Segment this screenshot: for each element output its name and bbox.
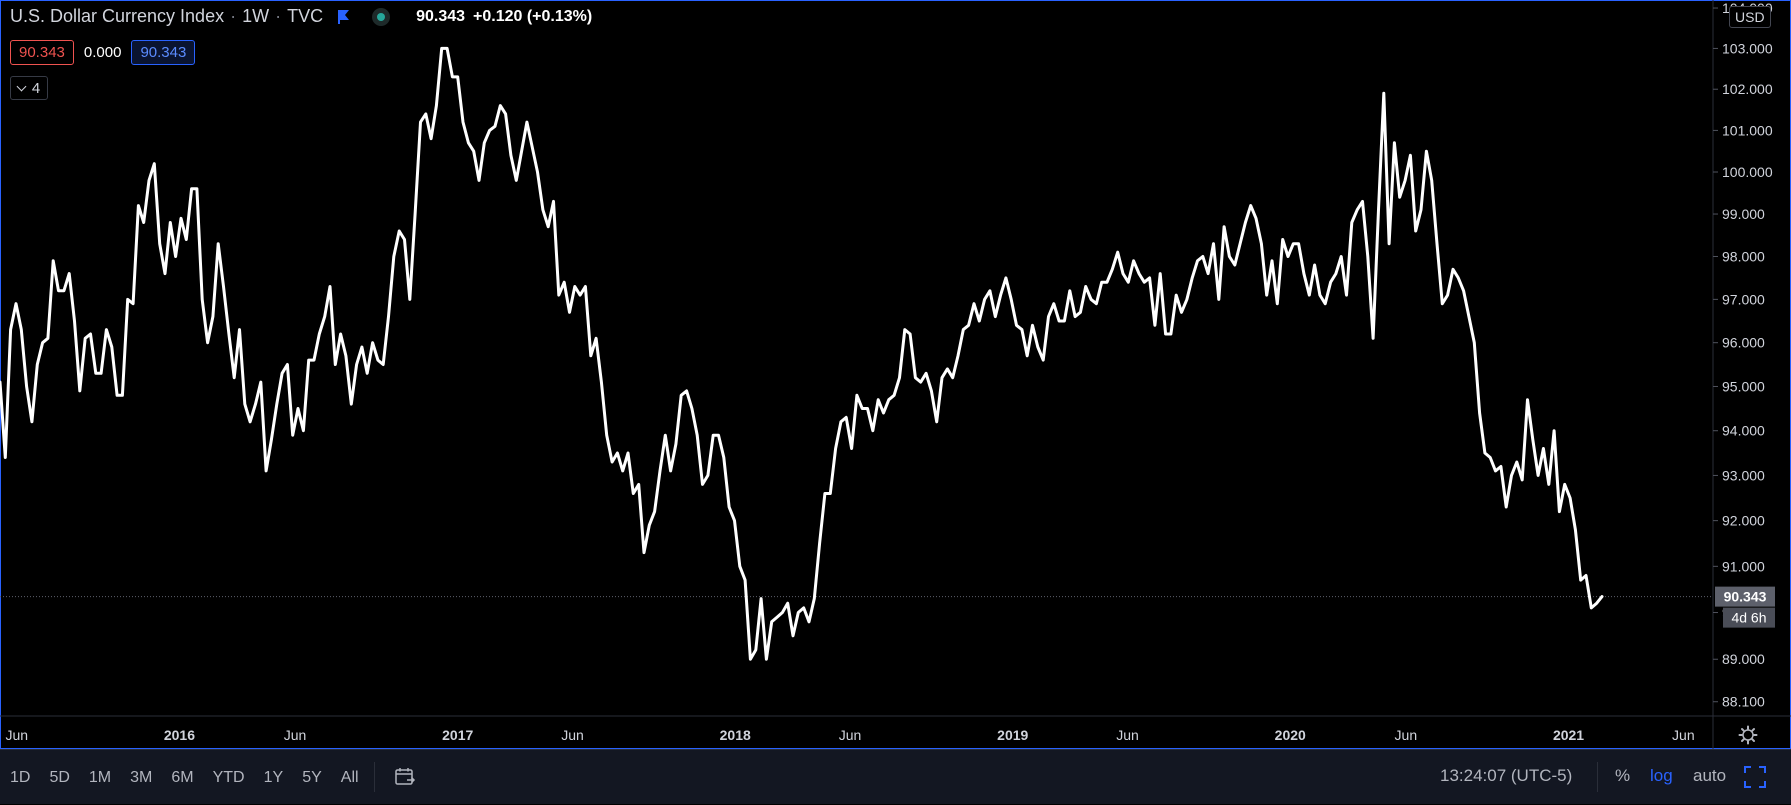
price-axis-label: 92.000	[1722, 513, 1765, 529]
chevron-down-icon	[16, 81, 27, 91]
time-axis-label: Jun	[561, 727, 584, 743]
percent-scale-button[interactable]: %	[1615, 766, 1631, 785]
time-axis-label: Jun	[839, 727, 862, 743]
log-scale-button[interactable]: log	[1650, 766, 1673, 785]
calendar-icon[interactable]	[394, 767, 416, 787]
time-axis-label: Jun	[1116, 727, 1139, 743]
price-change: +0.120 (+0.13%)	[473, 7, 593, 25]
separator: ·	[275, 6, 282, 26]
last-price: 90.343	[416, 7, 466, 25]
price-chart[interactable]: 88.10089.00090.00091.00092.00093.00094.0…	[0, 0, 1791, 749]
time-axis[interactable]: Jun 2016 Jun 2017 Jun 2018 Jun 2019 Jun 2020 Jun 20…	[5, 727, 1694, 743]
time-axis-label: 2021	[1553, 727, 1584, 743]
fullscreen-icon[interactable]	[1744, 766, 1766, 788]
countdown-label: 4d 6h	[1731, 610, 1766, 626]
separator: ·	[230, 6, 237, 26]
date-range-buttons: 1D 5D 1M 3M 6M YTD 1Y 5Y All	[10, 750, 378, 805]
auto-scale-button[interactable]: auto	[1693, 766, 1727, 785]
last-price-label: 90.343	[1724, 589, 1767, 605]
toolbar-divider	[1597, 762, 1598, 792]
time-axis-label: 2019	[997, 727, 1028, 743]
toolbar-divider	[374, 762, 375, 792]
bottom-toolbar: 1D 5D 1M 3M 6M YTD 1Y 5Y All 13:24:07 (U…	[0, 749, 1791, 804]
range-button-1y[interactable]: 1Y	[263, 768, 284, 786]
flag-icon[interactable]	[337, 9, 350, 24]
range-button-5y[interactable]: 5Y	[302, 768, 322, 786]
indicator-value-red: 90.343	[10, 40, 74, 65]
price-axis-label: 94.000	[1722, 423, 1765, 439]
price-axis-label: 102.000	[1722, 81, 1773, 97]
time-axis-label: Jun	[1672, 727, 1695, 743]
time-axis-label: 2016	[164, 727, 195, 743]
range-button-5d[interactable]: 5D	[49, 768, 70, 786]
gear-icon[interactable]	[1738, 725, 1758, 745]
symbol-legend[interactable]: U.S. Dollar Currency Index · 1W · TVC 90…	[10, 6, 592, 27]
currency-button[interactable]: USD	[1729, 6, 1771, 28]
range-button-6m[interactable]: 6M	[171, 768, 194, 786]
indicator-values: 90.343 0.000 90.343	[10, 40, 196, 65]
price-axis-label: 103.000	[1722, 40, 1773, 56]
indicator-value-zero: 0.000	[83, 44, 122, 61]
price-axis-label: 96.000	[1722, 335, 1765, 351]
price-axis-label: 93.000	[1722, 467, 1765, 483]
time-axis-label: 2017	[442, 727, 473, 743]
price-axis-label: 89.000	[1722, 651, 1765, 667]
time-axis-label: Jun	[284, 727, 307, 743]
range-button-1d[interactable]: 1D	[10, 768, 31, 786]
price-axis-label: 97.000	[1722, 291, 1765, 307]
clock-timezone[interactable]: 13:24:07 (UTC-5)	[1440, 766, 1573, 785]
time-axis-label: 2020	[1275, 727, 1306, 743]
series-line	[0, 46, 1604, 661]
indicator-value-blue: 90.343	[131, 40, 196, 65]
price-axis-label: 95.000	[1722, 378, 1765, 394]
time-axis-label: 2018	[720, 727, 751, 743]
indicator-count: 4	[31, 79, 41, 97]
range-button-all[interactable]: All	[340, 768, 359, 786]
time-axis-label: Jun	[1395, 727, 1418, 743]
last-price-badge: 90.343 4d 6h	[1715, 586, 1775, 628]
price-axis-label: 99.000	[1722, 206, 1765, 222]
range-button-ytd[interactable]: YTD	[212, 768, 245, 786]
market-status-icon[interactable]	[372, 7, 391, 26]
symbol-name[interactable]: U.S. Dollar Currency Index	[10, 6, 225, 26]
price-axis-label: 100.000	[1722, 164, 1773, 180]
price-axis-label: 91.000	[1722, 558, 1765, 574]
collapse-indicators-button[interactable]: 4	[10, 76, 48, 100]
range-button-3m[interactable]: 3M	[130, 768, 153, 786]
price-axis-label: 101.000	[1722, 122, 1773, 138]
time-axis-label: Jun	[5, 727, 28, 743]
range-button-1m[interactable]: 1M	[88, 768, 112, 786]
interval-label[interactable]: 1W	[242, 6, 270, 26]
exchange-label[interactable]: TVC	[287, 6, 324, 26]
price-axis-label: 98.000	[1722, 248, 1765, 264]
price-axis-label: 88.100	[1722, 694, 1765, 710]
